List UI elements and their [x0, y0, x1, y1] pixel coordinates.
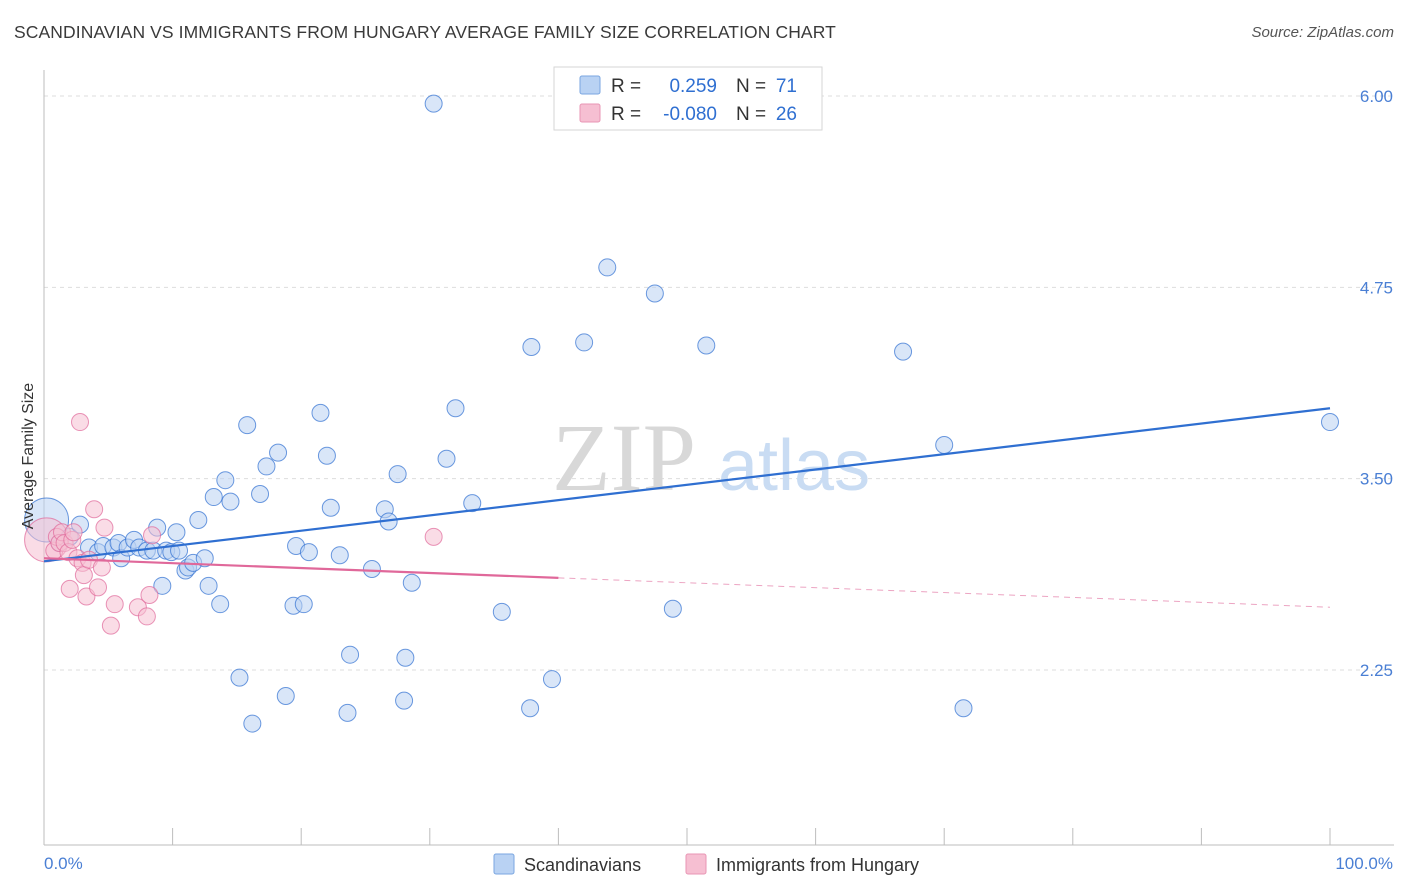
scandinavian-point [269, 443, 288, 462]
chart-title: SCANDINAVIAN VS IMMIGRANTS FROM HUNGARY … [14, 22, 836, 42]
scandinavian-point [211, 595, 230, 614]
scandinavian-point [294, 595, 313, 614]
data-points [24, 94, 1339, 733]
scandinavian-point [321, 498, 340, 517]
scandinavian-point [575, 333, 594, 352]
scandinavian-point [243, 714, 262, 733]
scandinavian-point [216, 471, 235, 490]
hungary-trend-line-projection [558, 577, 1331, 608]
scandinavian-point [257, 457, 276, 476]
scandinavian-point [645, 284, 664, 303]
y-tick-label: 2.25 [1360, 661, 1393, 680]
scandinavian-point [463, 494, 482, 513]
gridlines [44, 95, 1394, 671]
scandinavian-point [388, 465, 407, 484]
scandinavian-point [542, 670, 561, 689]
hungary-point [95, 518, 114, 537]
scandinavian-point [954, 699, 973, 718]
scandinavian-point [167, 523, 186, 542]
x-tick-label: 100.0% [1335, 854, 1393, 873]
stats-r-label: R = [611, 76, 641, 97]
scandinavian-point [230, 668, 249, 687]
hungary-point [85, 500, 104, 519]
stats-n-label: N = [736, 104, 766, 125]
hungary-point [74, 566, 93, 585]
scandinavian-trend-line [43, 407, 1331, 563]
scandinavian-point [402, 573, 421, 592]
hungary-point [140, 585, 159, 604]
legend-swatch-hungary [685, 853, 707, 875]
stats-swatch-blue [579, 75, 601, 95]
hungary-point [89, 578, 108, 597]
scandinavian-point [396, 648, 415, 667]
scandinavian-point [238, 416, 257, 435]
scandinavian-point [251, 484, 270, 503]
scandinavian-point [317, 446, 336, 465]
scandinavian-point [153, 576, 172, 595]
stats-row-scandinavians: R = 0.259 N = 71 [579, 75, 797, 97]
scandinavian-point [338, 703, 357, 722]
hungary-trend-line [43, 557, 559, 579]
axes [43, 70, 1394, 846]
hungary-point [64, 523, 83, 542]
stats-r-label: R = [611, 104, 641, 125]
scandinavian-point [204, 488, 223, 507]
scandinavian-point [894, 342, 913, 361]
y-tick-label: 6.00 [1360, 87, 1393, 106]
tick-labels: 2.25 3.50 4.75 6.00 0.0% 100.0% [44, 87, 1393, 873]
scandinavian-point [330, 546, 349, 565]
scandinavian-point [935, 435, 954, 454]
scandinavian-point [221, 492, 240, 511]
scandinavian-point [311, 403, 330, 422]
scandinavian-point [341, 645, 360, 664]
scandinavian-point [362, 559, 381, 578]
stats-n-label: N = [736, 76, 766, 97]
scandinavian-point [299, 543, 318, 562]
stats-swatch-pink [579, 103, 601, 123]
legend-label-scandinavians: Scandinavians [524, 855, 641, 875]
hungary-point [92, 558, 111, 577]
hungary-point [101, 616, 120, 635]
scandinavian-point [195, 549, 214, 568]
hungary-point [424, 527, 443, 546]
scandinavian-point [199, 576, 218, 595]
scandinavian-point [446, 399, 465, 418]
y-tick-label: 4.75 [1360, 278, 1393, 297]
stats-legend: R = 0.259 N = 71 R = -0.080 N = 26 [553, 66, 823, 131]
hungary-point [60, 579, 79, 598]
hungary-point [137, 607, 156, 626]
series-legend: Scandinavians Immigrants from Hungary [493, 853, 919, 875]
legend-swatch-scandinavians [493, 853, 515, 875]
scandinavian-point [521, 699, 540, 718]
source-credit: Source: ZipAtlas.com [1251, 24, 1394, 41]
stats-n-value: 71 [776, 76, 797, 97]
scandinavian-point [276, 687, 295, 706]
scandinavian-point [189, 510, 208, 529]
hungary-point [71, 413, 90, 432]
x-tick-label: 0.0% [44, 854, 83, 873]
scandinavian-point [598, 258, 617, 277]
stats-row-hungary: R = -0.080 N = 26 [579, 103, 797, 125]
y-axis-title: Average Family Size [20, 383, 37, 530]
watermark-zip: ZIP [552, 404, 696, 511]
hungary-point [105, 595, 124, 614]
hungary-point [143, 526, 162, 545]
scandinavian-point [522, 338, 541, 357]
scandinavian-point [437, 449, 456, 468]
scandinavian-point [1321, 413, 1339, 432]
y-tick-label: 3.50 [1360, 470, 1393, 489]
stats-r-value: 0.259 [669, 76, 717, 97]
scandinavian-point [395, 691, 414, 710]
trend-lines [43, 407, 1331, 608]
scandinavian-point [492, 602, 511, 621]
scandinavian-point [663, 599, 682, 618]
legend-label-hungary: Immigrants from Hungary [716, 855, 919, 875]
scandinavian-point [697, 336, 716, 355]
scandinavian-point [424, 94, 443, 113]
stats-n-value: 26 [776, 104, 797, 125]
stats-r-value: -0.080 [663, 104, 717, 125]
